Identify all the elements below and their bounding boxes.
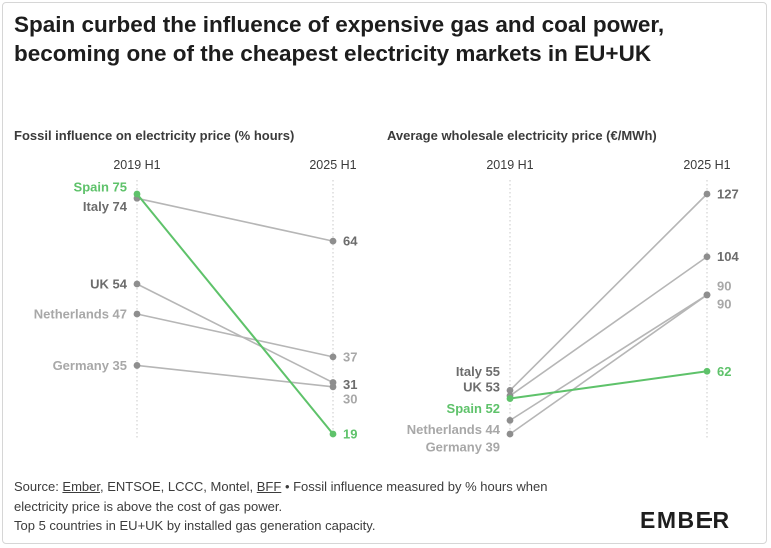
price-point-end-spain [703,367,711,375]
source-middle: , ENTSOE, LCCC, Montel, [100,479,257,494]
fossil-label-end-netherlands: 37 [343,349,357,364]
fossil-point-end-netherlands [329,353,337,361]
fossil-category-start: 2019 H1 [113,158,160,172]
price-label-start-uk: UK 53 [463,379,500,394]
price-label-end-italy: 127 [717,187,739,202]
fossil-category-end: 2025 H1 [309,158,356,172]
ember-logo: EMBER [640,507,731,533]
price-category-end: 2025 H1 [683,158,730,172]
price-point-end-italy [703,190,711,198]
source-link-ember[interactable]: Ember [62,479,100,494]
fossil-line-uk [136,283,334,384]
price-label-end-germany: 90 [717,296,731,311]
price-label-start-italy: Italy 55 [456,364,500,379]
footer-line-3: Top 5 countries in EU+UK by installed ga… [14,518,376,533]
price-line-uk [509,256,708,397]
price-label-end-netherlands: 90 [717,278,731,293]
price-point-start-italy [506,386,514,394]
ember-logo-mark [699,518,712,521]
right-panel-title: Average wholesale electricity price (€/M… [387,128,657,143]
fossil-label-end-uk: 31 [343,377,357,392]
footer-line-1-rest: • Fossil influence measured by % hours w… [281,479,548,494]
fossil-point-start-germany [133,362,141,369]
source-link-bff[interactable]: BFF [256,479,282,494]
fossil-point-end-spain [329,430,337,438]
fossil-label-start-spain: Spain 75 [74,180,127,195]
fossil-point-end-italy [329,237,337,245]
fossil-line-germany [136,364,334,388]
footer-note: Source: Ember, ENTSOE, LCCC, Montel, BFF… [14,477,614,536]
fossil-label-start-uk: UK 54 [90,277,128,292]
chart-title: Spain curbed the influence of expensive … [14,12,665,66]
fossil-label-end-spain: 19 [343,427,357,442]
price-category-start: 2019 H1 [486,158,533,172]
price-line-germany [509,294,708,435]
price-point-start-germany [506,430,514,438]
price-line-netherlands [509,294,708,422]
price-point-end-germany [703,291,711,299]
source-prefix: Source: [14,479,63,494]
price-point-start-spain [506,395,514,402]
fossil-label-end-italy: 64 [343,234,358,249]
fossil-label-start-netherlands: Netherlands 47 [34,307,127,322]
price-line-italy [509,193,708,391]
price-label-start-germany: Germany 39 [426,440,500,455]
price-point-start-netherlands [506,416,514,424]
fossil-line-spain [136,193,334,435]
fossil-line-netherlands [136,313,334,358]
fossil-point-start-uk [133,280,141,288]
fossil-label-start-italy: Italy 74 [83,199,128,214]
price-point-end-uk [703,253,711,261]
price-label-start-netherlands: Netherlands 44 [407,422,501,437]
fossil-point-end-germany [329,383,337,391]
fossil-point-start-spain [133,190,141,198]
fossil-label-end-germany: 30 [343,391,357,406]
price-label-start-spain: Spain 52 [447,401,500,416]
footer-line-2: electricity price is above the cost of g… [14,498,283,514]
fossil-point-start-netherlands [133,310,141,318]
price-line-spain [509,370,708,400]
left-panel-title: Fossil influence on electricity price (%… [14,128,295,143]
price-label-end-spain: 62 [717,364,731,379]
fossil-label-start-germany: Germany 35 [53,358,127,373]
fossil-line-italy [136,197,334,242]
price-label-end-uk: 104 [717,249,739,264]
footer-line-1: Source: Ember, ENTSOE, LCCC, Montel, BFF… [14,477,614,497]
